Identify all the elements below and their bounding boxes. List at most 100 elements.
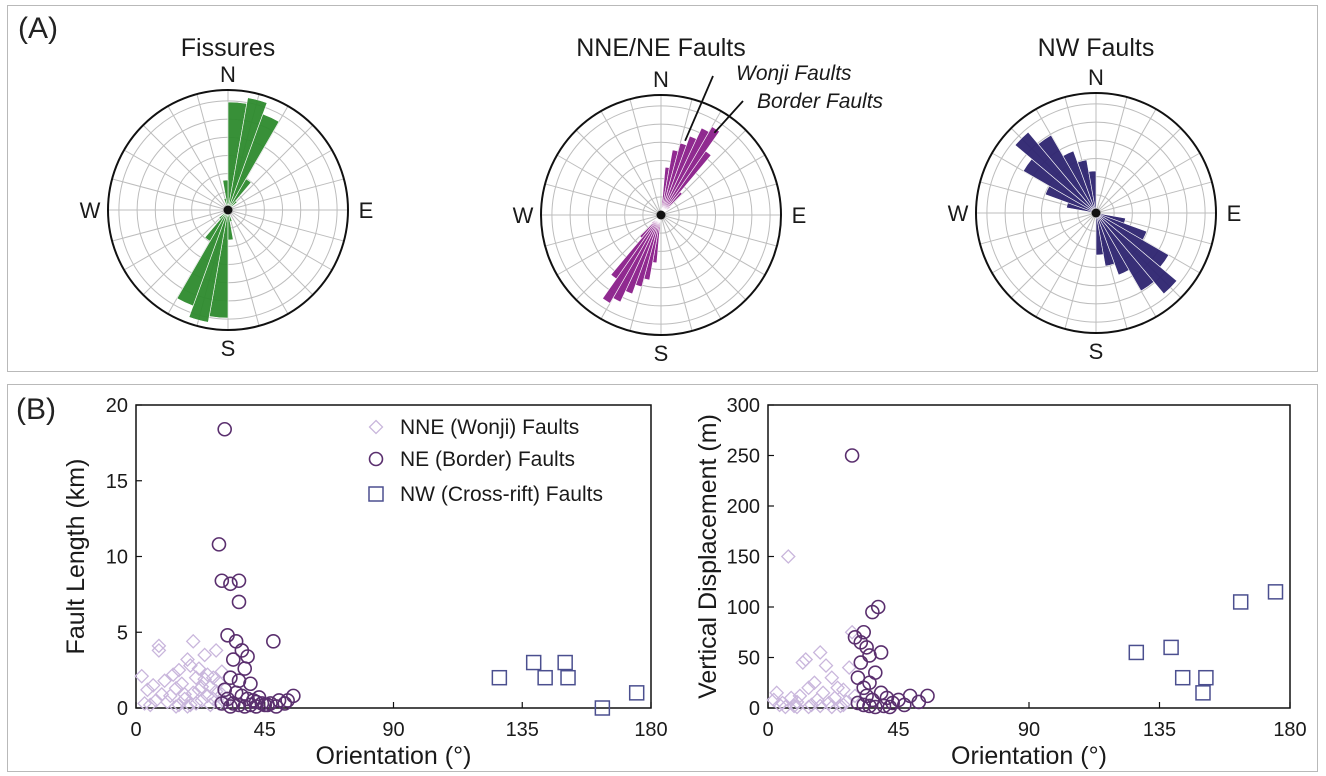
rose-grid-spoke [660,214,747,301]
x-tick-label: 45 [887,719,909,741]
data-point-diamond [812,698,828,714]
data-point-square [491,669,508,686]
rose-petal [602,214,662,304]
data-point-diamond [786,698,802,714]
data-point-circle [859,688,874,704]
compass-s: S [654,341,669,366]
compass-n: N [653,67,669,92]
data-point-diamond [182,658,198,673]
data-point-square [368,486,384,502]
rose-petal [660,191,683,216]
data-point-diamond [168,680,184,696]
rose-grid-spoke [1095,96,1128,214]
data-point-circle [231,594,247,610]
data-point-square [1128,644,1145,661]
data-point-diamond [821,695,837,711]
data-point-diamond [818,658,834,673]
rose-grid-spoke [660,214,766,276]
data-point-diamond [777,699,793,715]
data-point-diamond [197,647,213,663]
data-point-diamond [137,696,153,711]
data-point-diamond [168,699,184,714]
rose-grid-spoke [1095,181,1213,214]
y-axis-label: Vertical Displacement (m) [694,414,722,699]
data-point-diamond [205,670,221,686]
rose-grid-spoke [123,209,229,271]
wonji-faults-label: Wonji Faults [736,62,852,85]
y-tick-label: 20 [106,395,128,417]
data-point-diamond [142,697,158,713]
data-point-square [525,654,542,671]
legend: NNE (Wonji) Faults NE (Border) Faults NW (… [368,416,603,506]
data-point-diamond [824,670,840,686]
data-point-circle [223,699,238,714]
rose-grid-spoke [1095,108,1157,214]
panel-b-label: (B) [16,393,56,426]
data-point-diamond [847,688,863,704]
data-point-square [594,700,611,716]
data-point-diamond [160,694,175,710]
data-point-square [1198,669,1214,686]
data-point-diamond [151,643,167,658]
data-point-circle [257,697,273,713]
rose-grid-spoke [1095,152,1201,214]
data-point-square [1174,669,1191,686]
data-point-diamond [177,686,193,702]
data-point-circle [231,697,247,713]
rose-center-dot [656,210,666,220]
y-tick-label: 150 [727,547,760,569]
data-point-diamond [214,664,230,680]
rose-grid-spoke [111,209,229,242]
compass-n: N [220,62,236,87]
rose-grid-spoke [629,98,662,216]
border-faults-label: Border Faults [757,90,884,113]
legend-label: NE (Border) Faults [400,448,575,471]
rose-petal [1037,134,1097,214]
rose-outer-ring [107,89,349,331]
data-point-circle [853,655,869,670]
legend-label: NW (Cross-rift) Faults [400,483,603,506]
data-point-square [537,669,553,686]
rose-grid-spoke [227,209,289,315]
rose-grid-spoke [544,214,662,247]
panel-a: (A) N S E W Fissures N S E W NNE/NE Faults N S E W NW … [7,5,1318,372]
x-tick-label: 180 [634,719,667,741]
rose-grid-spoke [600,110,662,216]
rose-grid-spoke [227,209,345,242]
data-point-diamond [835,682,851,698]
data-point-diamond [789,694,805,710]
data-point-square [1195,685,1211,701]
rose-grid-spoke [227,209,314,296]
rose-petal [1014,131,1097,214]
data-points [134,421,645,716]
rose-petal [1095,212,1130,276]
rose-petal [639,214,662,239]
data-point-diamond [798,652,814,667]
y-tick-label: 250 [727,446,760,468]
data-point-square [1232,594,1249,610]
data-point-circle [280,693,295,708]
data-point-circle [859,640,874,655]
y-tick-label: 200 [727,496,760,518]
scatter-plot-0: 0 5 10 15 20 0 45 90 135 180 Orientation (°) Fault … [62,395,668,770]
compass-e: E [359,198,374,223]
data-point-square [1267,584,1284,600]
data-point-diamond [792,688,808,704]
rose-grid-spoke [123,149,229,211]
data-point-diamond [801,680,817,696]
compass-n: N [1088,65,1104,90]
y-tick-label: 100 [727,597,760,619]
data-point-diamond [841,660,857,676]
wonji-leader [684,75,714,142]
compass-e: E [1227,201,1242,226]
rose-petal [227,97,268,211]
data-point-circle [844,448,860,463]
data-point-diamond [145,677,161,693]
rose-grid-spoke [556,154,662,216]
data-point-circle [214,696,230,711]
y-tick-label: 5 [117,622,128,644]
data-point-circle [911,694,927,710]
data-point-diamond [171,662,187,678]
rose-grid-spoke [544,183,662,216]
data-point-diamond [185,633,201,649]
